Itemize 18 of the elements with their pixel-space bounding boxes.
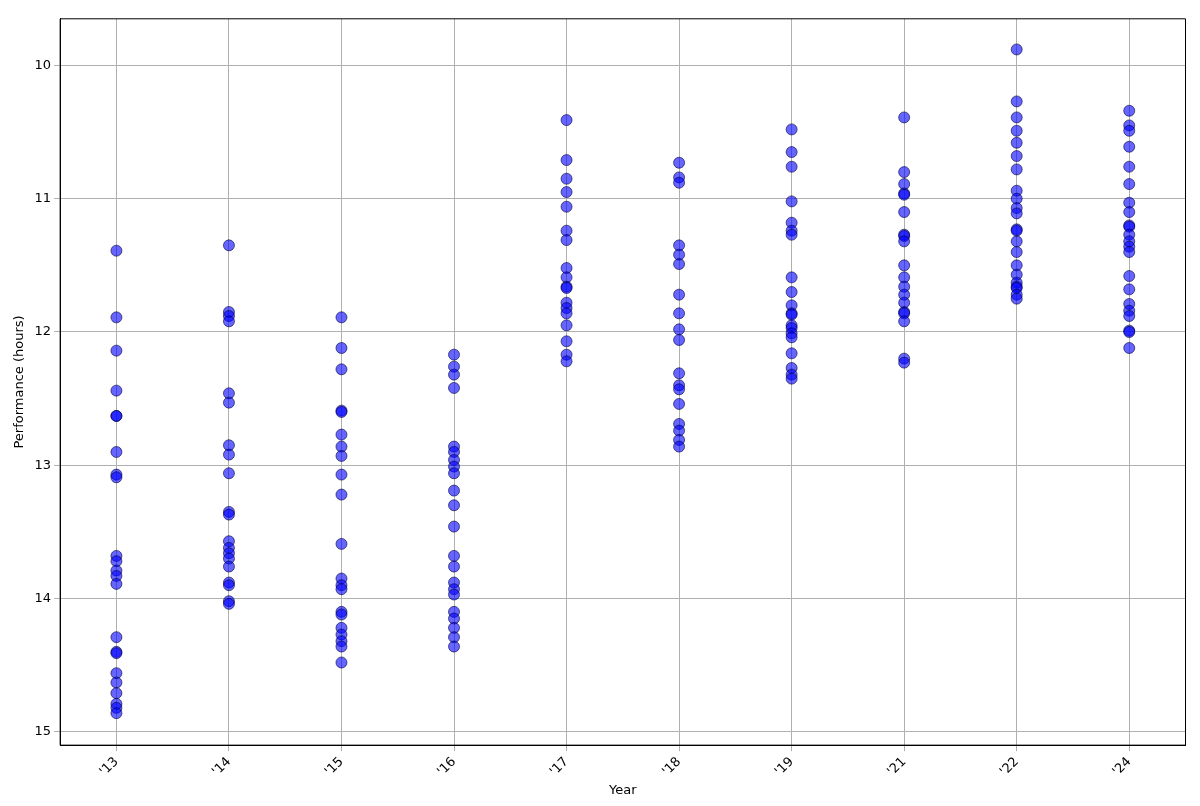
x-tick-label: '19 [771,753,797,779]
y-tick-label: 10 [34,56,52,72]
x-tick-label: '21 [883,753,909,779]
x-tick-label: '16 [433,753,459,779]
x-tick-label: '24 [1108,753,1134,779]
x-tick-label: '17 [546,753,572,779]
x-axis-title: Year [608,781,638,797]
x-tick-label: '14 [208,753,234,779]
y-tick-label: 11 [34,190,52,206]
y-axis-title: Performance (hours) [11,315,27,449]
y-tick-label: 13 [34,456,52,472]
x-tick-label: '13 [96,753,121,779]
y-tick-label: 12 [34,323,52,339]
x-tick-label: '18 [658,753,684,779]
x-tick-label: '15 [321,753,346,779]
y-tick-label: 14 [34,589,52,605]
y-tick-label: 15 [34,723,52,739]
x-tick-label: '22 [996,753,1022,779]
